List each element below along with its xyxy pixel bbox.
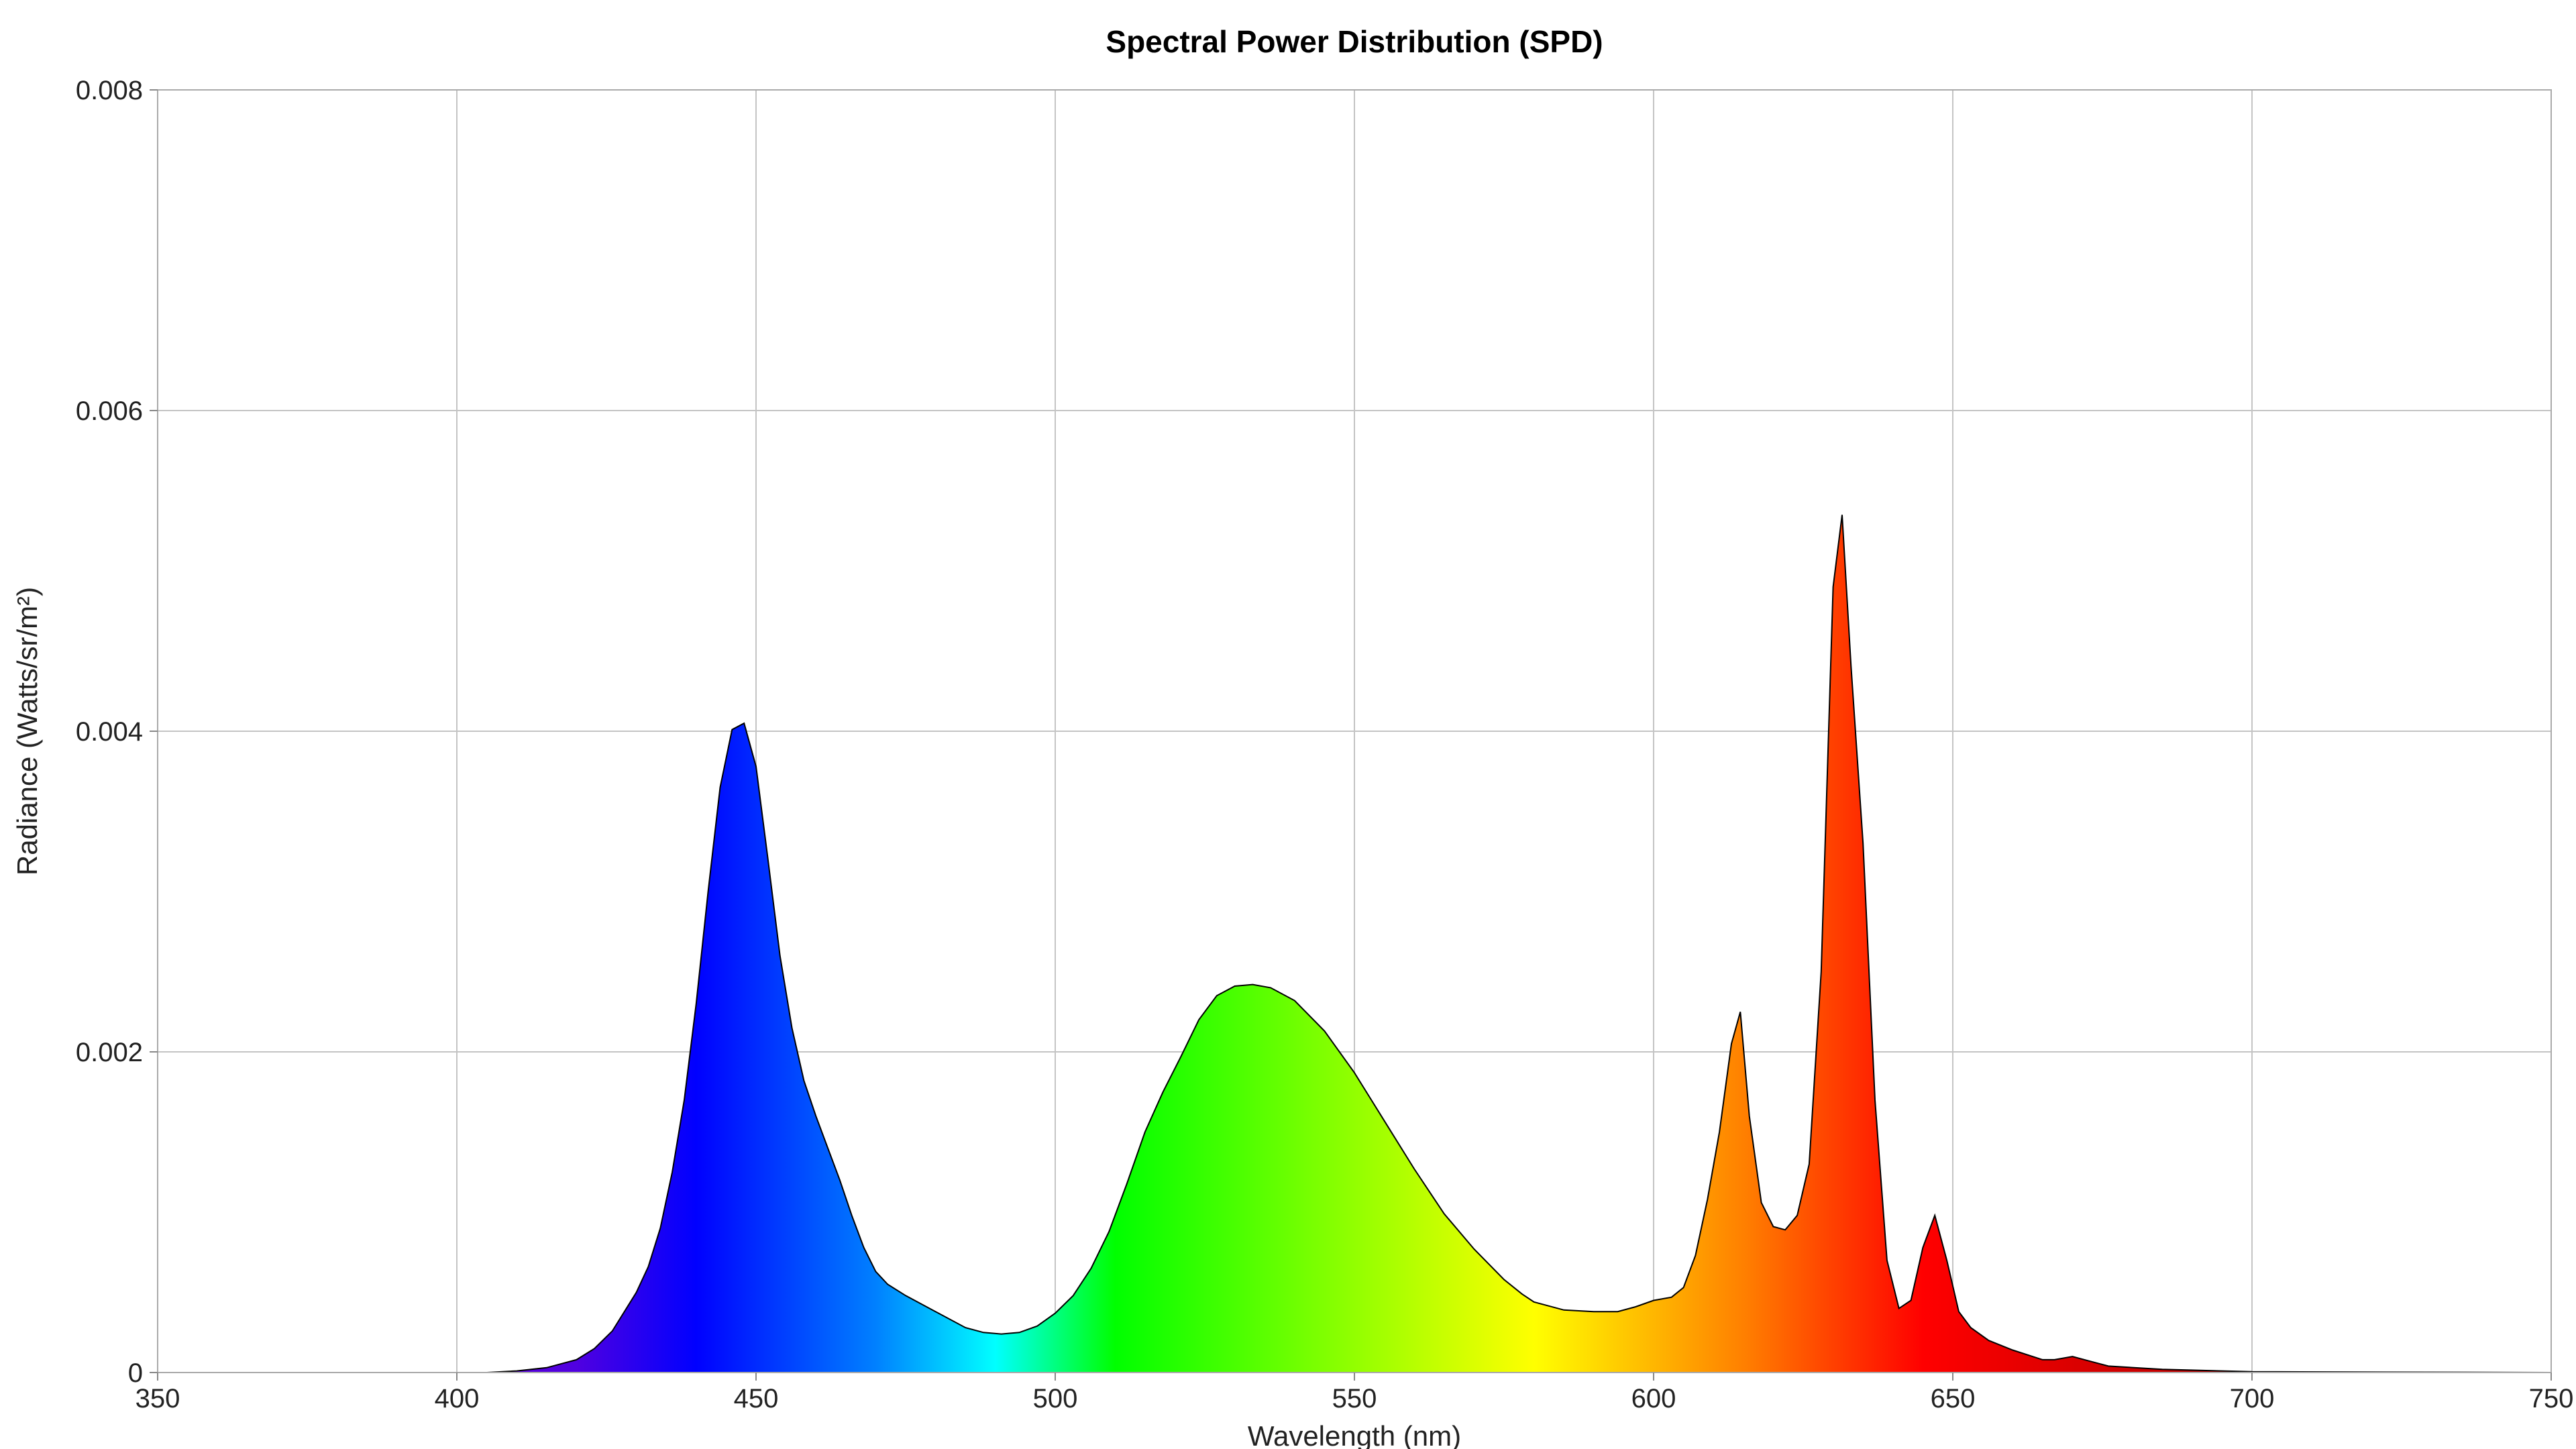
y-axis-label: Radiance (Watts/sr/m²) xyxy=(11,587,43,875)
x-tick-label: 400 xyxy=(435,1384,480,1413)
x-axis-label: Wavelength (nm) xyxy=(1248,1420,1461,1449)
x-tick-label: 700 xyxy=(2230,1384,2275,1413)
chart-title: Spectral Power Distribution (SPD) xyxy=(1106,24,1603,59)
x-tick-label: 600 xyxy=(1631,1384,1676,1413)
y-tick-label: 0 xyxy=(128,1358,143,1388)
y-axis-ticks: 0 0.002 0.004 0.006 0.008 xyxy=(76,76,158,1388)
x-tick-label: 500 xyxy=(1033,1384,1078,1413)
y-tick-label: 0.006 xyxy=(76,396,143,426)
x-tick-label: 350 xyxy=(136,1384,180,1413)
spd-area xyxy=(158,515,2552,1373)
y-tick-label: 0.004 xyxy=(76,717,143,747)
y-tick-label: 0.008 xyxy=(76,76,143,105)
x-tick-label: 750 xyxy=(2529,1384,2574,1413)
x-tick-label: 450 xyxy=(734,1384,779,1413)
y-tick-label: 0.002 xyxy=(76,1038,143,1067)
x-tick-label: 650 xyxy=(1931,1384,1976,1413)
x-tick-label: 550 xyxy=(1332,1384,1377,1413)
x-axis-ticks: 350 400 450 500 550 600 650 700 750 xyxy=(136,1373,2574,1413)
